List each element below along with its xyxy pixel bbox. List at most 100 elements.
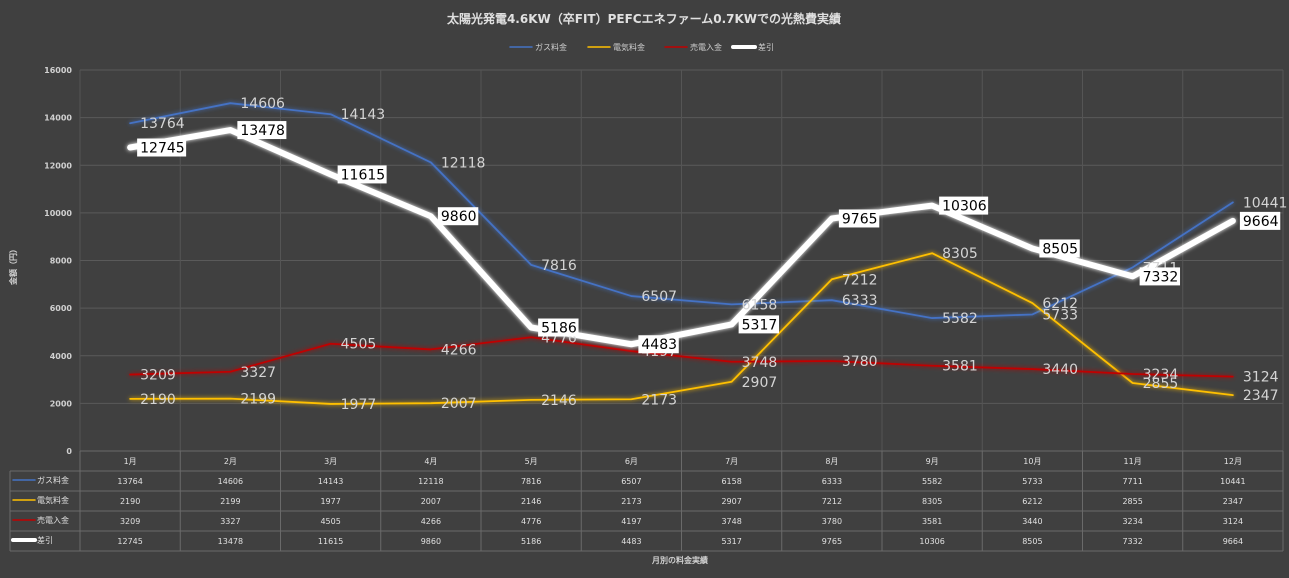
x-tick-label: 7月: [725, 457, 738, 466]
table-cell: 10441: [1220, 477, 1245, 486]
data-label: 3209: [140, 368, 176, 384]
data-label-box: [939, 196, 989, 215]
table-cell: 6507: [621, 477, 641, 486]
table-cell: 11615: [318, 537, 343, 546]
x-tick-label: 11月: [1124, 457, 1142, 466]
x-tick-label: 6月: [625, 457, 638, 466]
y-tick-label: 0: [66, 447, 72, 456]
data-label-box: [337, 165, 387, 184]
series-line-1: [129, 102, 1234, 319]
data-label-box: [1239, 211, 1281, 230]
data-label: 3440: [1042, 362, 1078, 378]
y-tick-label: 4000: [50, 352, 73, 361]
data-label: 2855: [1143, 376, 1179, 392]
data-label: 9664: [1243, 214, 1279, 230]
table-cell: 7212: [822, 497, 842, 506]
y-tick-label: 6000: [50, 304, 73, 313]
x-tick-label: 4月: [424, 457, 437, 466]
table-cell: 8305: [922, 497, 942, 506]
table-cell: 5582: [922, 477, 942, 486]
table-cell: 7816: [521, 477, 541, 486]
table-cell: 9664: [1223, 537, 1243, 546]
data-label: 5186: [541, 321, 577, 337]
series-line-2: [129, 252, 1234, 405]
y-axis: 0 2000 4000 6000 8000 10000 12000 14000 16000: [44, 66, 72, 456]
data-label: 6507: [641, 289, 677, 305]
y-tick-label: 8000: [50, 257, 73, 266]
table-cell: 4197: [621, 517, 641, 526]
data-label-box: [1139, 267, 1181, 286]
data-label-box: [237, 121, 287, 140]
data-label: 10441: [1243, 195, 1288, 211]
x-tick-label: 1月: [124, 457, 137, 466]
table-cell: 8505: [1022, 537, 1042, 546]
x-tick-label: 8月: [825, 457, 838, 466]
table-cell: 14606: [218, 477, 243, 486]
table-cell: 2146: [521, 497, 541, 506]
table-cell: 5733: [1022, 477, 1042, 486]
legend-label: 電気料金: [613, 42, 645, 52]
table-cell: 2907: [721, 497, 741, 506]
data-label: 3327: [240, 365, 276, 381]
data-label-box: [538, 318, 579, 337]
data-label: 10306: [942, 199, 987, 215]
data-label: 5733: [1042, 307, 1078, 323]
data-label: 14606: [240, 96, 285, 112]
data-label: 4483: [641, 337, 677, 353]
table-cell: 2855: [1122, 497, 1142, 506]
data-label: 2199: [240, 392, 276, 408]
y-tick-label: 12000: [44, 161, 72, 170]
data-label: 9765: [842, 211, 878, 227]
series-line-3: [129, 336, 1234, 378]
table-cell: 6158: [721, 477, 741, 486]
table-cell: 12118: [418, 477, 443, 486]
data-label-box: [437, 207, 479, 226]
table-cell: 2347: [1223, 497, 1243, 506]
table-cell: 9765: [822, 537, 842, 546]
data-label: 11615: [341, 167, 386, 183]
table-cell: 13478: [218, 537, 243, 546]
data-label: 12745: [140, 141, 185, 157]
table-cell: 2173: [621, 497, 641, 506]
data-label-box: [738, 315, 780, 334]
data-label: 7332: [1143, 269, 1179, 285]
table-cell: 2199: [220, 497, 240, 506]
legend-label: 売電入金: [690, 42, 722, 52]
table-cell: 10306: [919, 537, 944, 546]
table-cell: 4776: [521, 517, 541, 526]
data-label: 13478: [240, 123, 285, 139]
table-cell: 7332: [1122, 537, 1142, 546]
table-cell: 3440: [1022, 517, 1042, 526]
data-label: 3124: [1243, 370, 1279, 386]
table-cell: 3234: [1122, 517, 1142, 526]
y-tick-label: 2000: [50, 399, 73, 408]
table-cell: 3209: [120, 517, 140, 526]
data-label: 4505: [341, 337, 377, 353]
data-label-box: [137, 138, 187, 157]
table-cell: 3780: [822, 517, 842, 526]
grid: [79, 69, 1284, 452]
table-row-label: 差引: [37, 535, 53, 545]
table-row-label: 電気料金: [37, 495, 69, 505]
y-tick-label: 16000: [44, 66, 72, 75]
table-cell: 3327: [220, 517, 240, 526]
x-tick-label: 9月: [926, 457, 939, 466]
data-label: 3780: [842, 354, 878, 370]
data-label: 6158: [742, 297, 778, 313]
table-cell: 4505: [320, 517, 340, 526]
data-label: 2907: [742, 375, 778, 391]
data-label: 5582: [942, 311, 978, 327]
data-label: 4266: [441, 342, 477, 358]
table-cell: 3124: [1223, 517, 1243, 526]
data-label: 2007: [441, 396, 477, 412]
table-cell: 4266: [421, 517, 441, 526]
y-axis-label: 金額（円）: [8, 245, 18, 286]
data-label: 3234: [1143, 367, 1179, 383]
x-tick-label: 5月: [525, 457, 538, 466]
data-label: 2190: [140, 392, 176, 408]
data-labels: 13764 14606 14143 12118 7816 6507 6158 6333 5582…: [137, 96, 1287, 413]
data-label: 2347: [1243, 388, 1279, 404]
data-label: 7816: [541, 258, 577, 274]
